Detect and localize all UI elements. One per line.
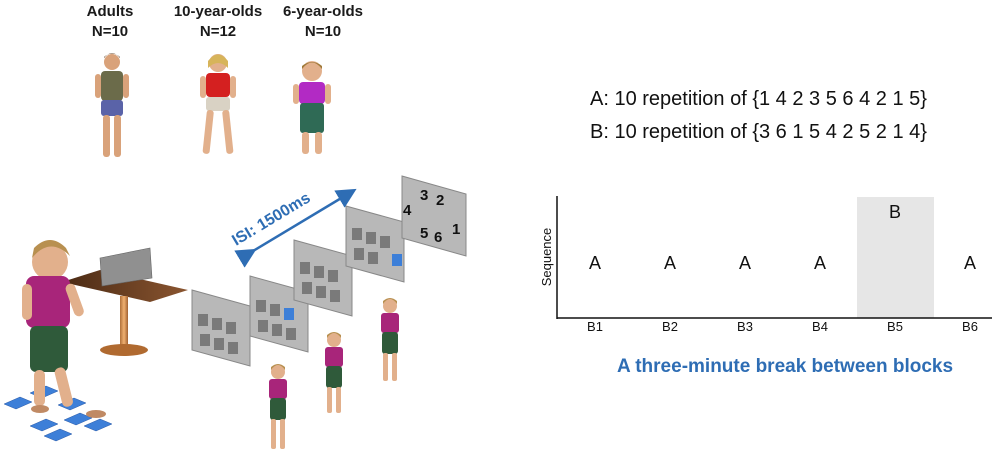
child-figure-small — [269, 364, 287, 449]
group-name: 6-year-olds — [282, 3, 364, 20]
x-tick-label: B4 — [812, 319, 828, 334]
x-tick-label: B1 — [587, 319, 603, 334]
break-caption: A three-minute break between blocks — [616, 356, 954, 377]
screen-digit: 5 — [420, 225, 428, 242]
sequence-value-label: A — [739, 253, 751, 273]
sequence-a-text: A: 10 repetition of {1 4 2 3 5 6 4 2 1 5… — [590, 88, 927, 110]
sequence-value-label: A — [589, 253, 601, 273]
group-count: N=10 — [304, 23, 342, 40]
group-name: 10-year-olds — [173, 3, 263, 20]
highlight-block-b5 — [857, 197, 934, 318]
y-axis-label: Sequence — [539, 228, 554, 287]
sequence-value-label: A — [964, 253, 976, 273]
table-with-laptop — [62, 247, 188, 356]
screen-digit: 3 — [420, 187, 428, 204]
group-count: N=10 — [91, 23, 129, 40]
block-sequence-chart: Sequence B1 A B2 A B3 A B4 A B5 B B6 A — [539, 196, 992, 334]
stimulus-screen — [401, 175, 467, 257]
sequence-b-text: B: 10 repetition of {3 6 1 5 4 2 5 2 1 4… — [590, 121, 927, 143]
sequence-value-label: B — [889, 202, 901, 222]
group-name: Adults — [86, 3, 134, 20]
sequence-value-label: A — [814, 253, 826, 273]
child-figure-small — [381, 298, 399, 381]
isi-arrow — [234, 188, 357, 268]
child-figure-small — [325, 332, 343, 413]
x-tick-label: B2 — [662, 319, 678, 334]
screen-digit: 4 — [403, 202, 412, 219]
screen-digit: 2 — [436, 192, 444, 209]
adult-figure — [95, 53, 129, 157]
group-label-adults: Adults N=10 — [70, 2, 150, 42]
x-tick-label: B5 — [887, 319, 903, 334]
sequence-value-label: A — [664, 253, 676, 273]
x-tick-label: B3 — [737, 319, 753, 334]
group-count: N=12 — [199, 23, 237, 40]
main-child-figure — [22, 240, 106, 418]
screen-digit: 1 — [452, 221, 460, 238]
screen-digit: 6 — [434, 229, 442, 246]
screen-sequence: 3 2 4 5 6 1 — [191, 175, 467, 367]
six-year-old-figure — [293, 61, 331, 154]
group-label-10-year-olds: 10-year-olds N=12 — [158, 2, 278, 42]
x-tick-label: B6 — [962, 319, 978, 334]
ten-year-old-figure — [200, 54, 236, 154]
group-label-6-year-olds: 6-year-olds N=10 — [268, 2, 378, 42]
